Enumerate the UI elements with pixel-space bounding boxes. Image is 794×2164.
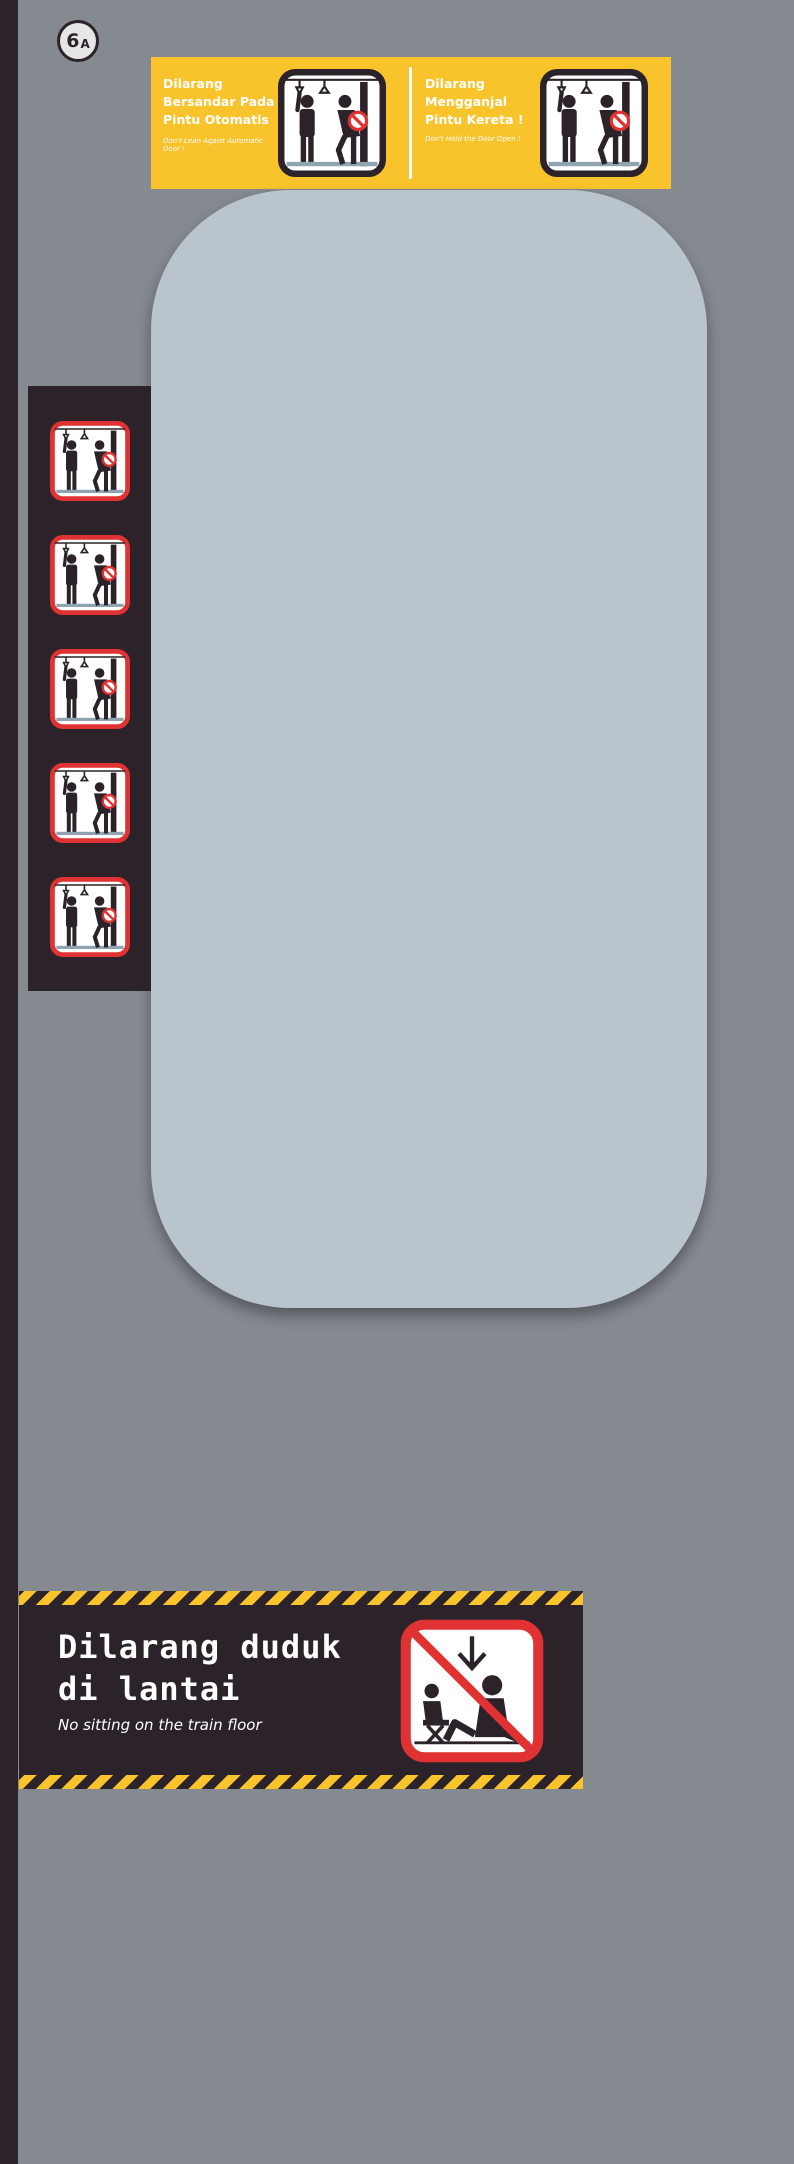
- no-leaning-title: Dilarang Bersandar Pada Pintu Otomatis: [163, 76, 275, 127]
- hazard-stripe-top: [19, 1591, 583, 1605]
- no-leaning-on-door-icon: [50, 649, 130, 729]
- no-holding-title: Dilarang Mengganjal Pintu Kereta !: [425, 76, 524, 127]
- no-holding-text: Dilarang Mengganjal Pintu Kereta ! Don't…: [425, 75, 543, 143]
- no-sitting-subtitle: No sitting on the train floor: [58, 1716, 262, 1734]
- no-leaning-on-door-icon: [50, 535, 130, 615]
- door-number: 6: [66, 30, 80, 52]
- no-leaning-on-door-icon: [50, 877, 130, 957]
- no-sitting-title: Dilarang duduk di lantai: [58, 1628, 342, 1708]
- no-sitting-on-floor-icon: [400, 1619, 544, 1763]
- no-holding-door-icon: [540, 69, 648, 177]
- hazard-stripe-bottom: [19, 1775, 583, 1789]
- door-edge-strip: [0, 0, 18, 2164]
- no-leaning-on-door-icon: [50, 421, 130, 501]
- no-leaning-subtitle: Don't Lean Agaist Automatic Door !: [163, 137, 264, 153]
- no-leaning-on-door-icon: [278, 69, 386, 177]
- warning-icon-strip: [28, 386, 151, 991]
- no-leaning-on-door-icon: [50, 763, 130, 843]
- no-sitting-floor-sign: Dilarang duduk di lantai No sitting on t…: [19, 1591, 583, 1789]
- no-leaning-text: Dilarang Bersandar Pada Pintu Otomatis D…: [163, 75, 281, 153]
- door-letter: A: [80, 36, 90, 51]
- door-warning-banner: Dilarang Bersandar Pada Pintu Otomatis D…: [151, 57, 671, 189]
- door-window: [151, 190, 707, 1308]
- no-holding-subtitle: Don't Hold the Door Open !: [425, 135, 521, 143]
- banner-divider: [409, 67, 412, 179]
- no-holding-door-sign: Dilarang Mengganjal Pintu Kereta ! Don't…: [413, 57, 671, 189]
- no-leaning-sign: Dilarang Bersandar Pada Pintu Otomatis D…: [151, 57, 409, 189]
